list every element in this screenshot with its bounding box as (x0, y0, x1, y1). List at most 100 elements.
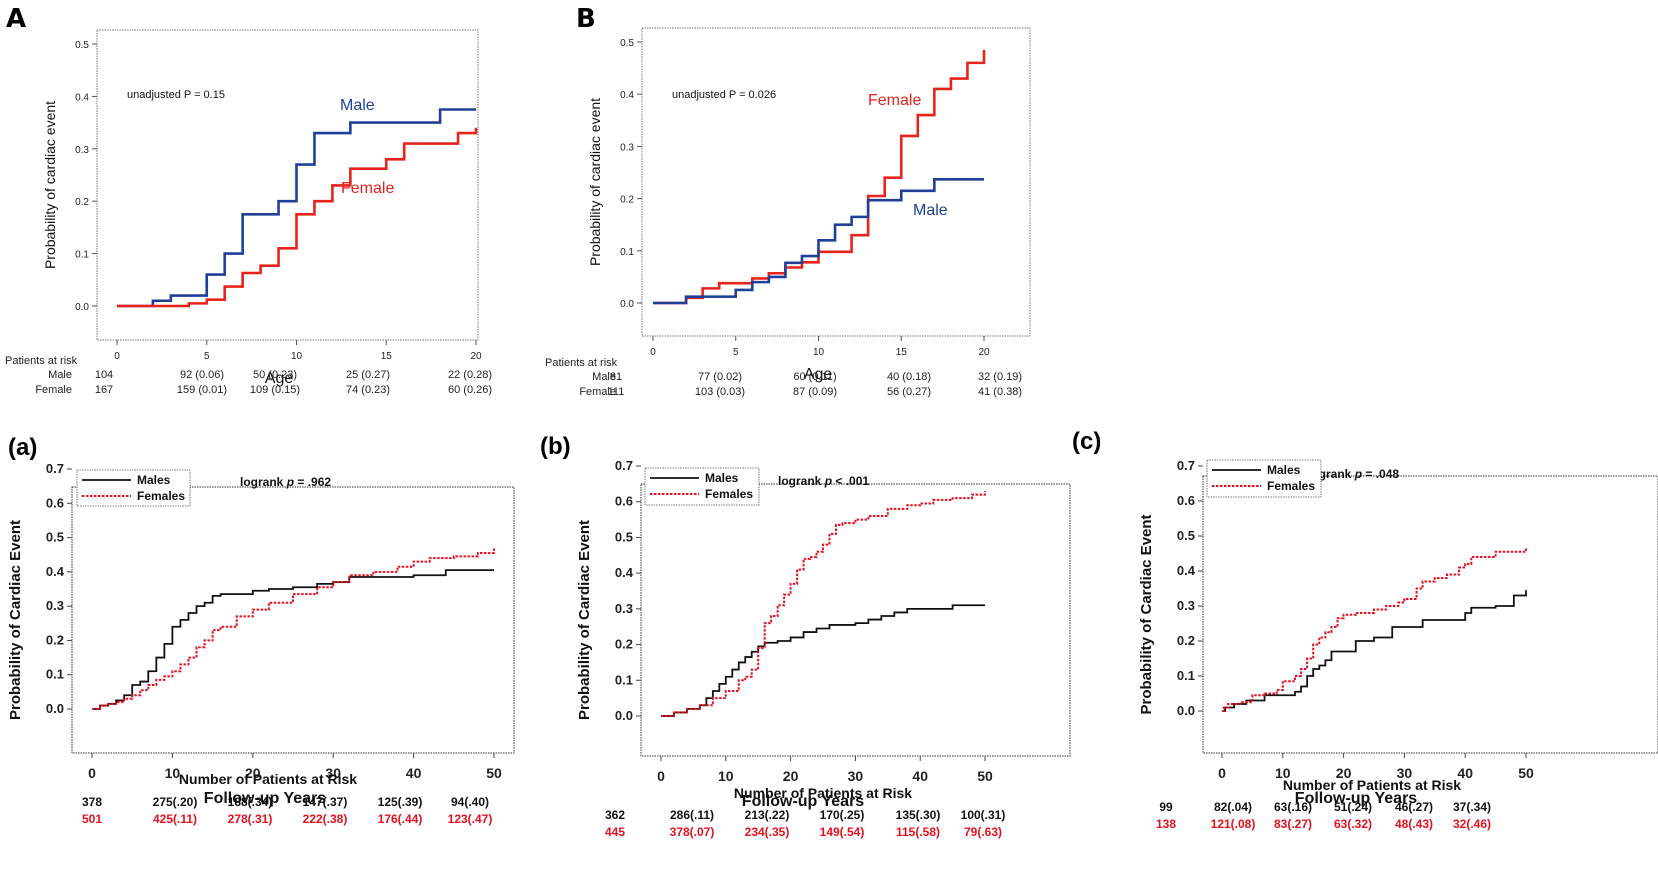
x-tick-label: 10 (291, 351, 303, 362)
y-tick-label: 0.3 (46, 598, 64, 613)
risk-cell: 92 (0.06) (179, 369, 225, 381)
y-tick-label: 0.3 (620, 142, 634, 153)
x-tick-label: 40 (406, 765, 422, 781)
risk-cell: 278(.31) (227, 812, 273, 826)
y-tick-label: 0.5 (620, 38, 634, 49)
risk-row-label: Male (48, 369, 72, 381)
risk-cell: 82(.04) (1213, 800, 1253, 814)
y-tick-label: 0.6 (46, 495, 64, 510)
series-line-males (92, 569, 494, 710)
panel-label: (a) (8, 434, 38, 461)
risk-cell: 425(.11) (152, 812, 198, 826)
risk-cell: 147(.37) (302, 795, 348, 809)
logrank-annotation: logrank p = .048 (1308, 467, 1399, 481)
x-tick-label: 50 (1518, 765, 1534, 781)
y-tick-label: 0.4 (620, 90, 634, 101)
series-label-female: Female (341, 180, 394, 197)
risk-cell: 213(.22) (744, 808, 790, 822)
annotation-text: logrank (778, 474, 825, 488)
x-tick-label: 0 (1218, 765, 1226, 781)
x-tick-label: 0 (650, 347, 656, 358)
y-tick-label: 0.0 (620, 299, 634, 310)
x-tick-label: 20 (1336, 765, 1352, 781)
risk-cell: 79(.63) (963, 825, 1003, 839)
y-axis-label: Probability of Cardiac Event (576, 520, 593, 720)
risk-cell: 99 (1159, 800, 1173, 814)
risk-cell: 378 (81, 795, 103, 809)
risk-cell: 103 (0.03) (694, 386, 746, 398)
risk-cell: 121(.08) (1210, 817, 1256, 831)
x-tick-label: 10 (718, 768, 734, 784)
y-tick-label: 0.0 (615, 708, 633, 723)
legend-label-males: Males (705, 471, 739, 485)
annotation-text: = .962 (294, 475, 331, 489)
series-line-females (661, 491, 986, 717)
y-tick-label: 0.1 (46, 667, 64, 682)
x-axis-label: Age (265, 370, 294, 387)
legend-box (644, 467, 760, 506)
y-tick-label: 0.6 (615, 494, 633, 509)
panel-label: (b) (540, 433, 571, 460)
y-tick-label: 0.2 (1177, 633, 1195, 648)
y-tick-label: 0.7 (46, 461, 64, 476)
plot-frame (640, 483, 1071, 757)
risk-cell: 22 (0.28) (447, 369, 493, 381)
y-axis-label: Probability of Cardiac Event (1138, 514, 1155, 714)
risk-cell: 77 (0.02) (697, 371, 743, 383)
x-tick-label: 0 (657, 768, 665, 784)
x-tick-label: 10 (1275, 765, 1291, 781)
series-label-male: Male (340, 97, 375, 114)
series-line-males (661, 604, 985, 717)
risk-cell: 37(.34) (1452, 800, 1492, 814)
chart-svg: 0.0 0.1 0.2 0.3 0.4 0.5 0.6 0.7 0 10 20 30 40 50 Follo… (1138, 458, 1658, 807)
x-axis-label: Follow-up Years (742, 793, 865, 810)
risk-cell: 81 (609, 371, 623, 383)
risk-cell: 87 (0.09) (792, 386, 838, 398)
risk-cell: 60 (0.11) (793, 371, 837, 383)
plot-frame (641, 27, 1031, 337)
risk-cell: 40 (0.18) (886, 371, 932, 383)
risk-cell: 46(.27) (1394, 800, 1434, 814)
risk-cell: 149(.54) (819, 825, 865, 839)
risk-cell: 74 (0.23) (345, 384, 391, 396)
risk-cell: 25 (0.27) (345, 369, 391, 381)
y-tick-label: 0.1 (615, 672, 633, 687)
y-tick-label: 0.3 (1177, 598, 1195, 613)
series-label-female: Female (868, 92, 921, 109)
series-line-female (653, 49, 986, 305)
risk-table-title: Number of Patients at Risk (1282, 777, 1462, 793)
x-tick-label: 20 (783, 768, 799, 784)
y-tick-label: 0.1 (1177, 668, 1195, 683)
annotation-text: = .048 (1362, 467, 1399, 481)
x-tick-label: 30 (848, 768, 864, 784)
y-tick-label: 0.2 (620, 195, 634, 206)
risk-cell: 170(.25) (819, 808, 865, 822)
risk-cell: 159 (0.01) (176, 384, 228, 396)
chart-svg: 0.0 0.1 0.2 0.3 0.4 0.5 0.6 0.7 0 10 20 30 40 50 Follo… (576, 458, 1071, 810)
series-line-males (1222, 590, 1527, 712)
y-axis-label: Probability of Cardiac Event (7, 520, 24, 720)
risk-row-label: Male (592, 371, 616, 383)
risk-cell: 138 (1155, 817, 1177, 831)
risk-cell: 378(.07) (669, 825, 715, 839)
legend-label-males: Males (1267, 463, 1301, 477)
series-line-male (117, 108, 476, 308)
risk-table-title: Number of Patients at Risk (178, 771, 358, 787)
x-tick-label: 10 (165, 765, 181, 781)
panel-label: B (576, 4, 596, 34)
p-symbol: p (286, 475, 294, 489)
risk-cell: 32 (0.19) (977, 371, 1023, 383)
panel-c: (c) 0.0 0.1 0.2 0.3 0.4 0.5 0.6 0.7 0 10 20 30 40 50 F… (1060, 428, 1658, 891)
risk-cell: 222(.38) (302, 812, 348, 826)
panel-label: (c) (1072, 428, 1102, 455)
risk-table-title: Patients at risk (545, 357, 618, 369)
legend-box (76, 469, 191, 507)
chart-svg: 0.0 0.1 0.2 0.3 0.4 0.5 0.6 0.7 0 10 20 30 40 50 Follo… (7, 461, 515, 807)
logrank-annotation: logrank p < .001 (778, 474, 869, 488)
risk-cell: 234(.35) (744, 825, 790, 839)
risk-cell: 115(.58) (895, 825, 941, 839)
y-axis-label: Probability of cardiac event (587, 98, 603, 266)
risk-cell: 50 (0.23) (252, 369, 298, 381)
y-tick-label: 0.1 (620, 247, 634, 258)
y-tick-label: 0.5 (615, 529, 633, 544)
